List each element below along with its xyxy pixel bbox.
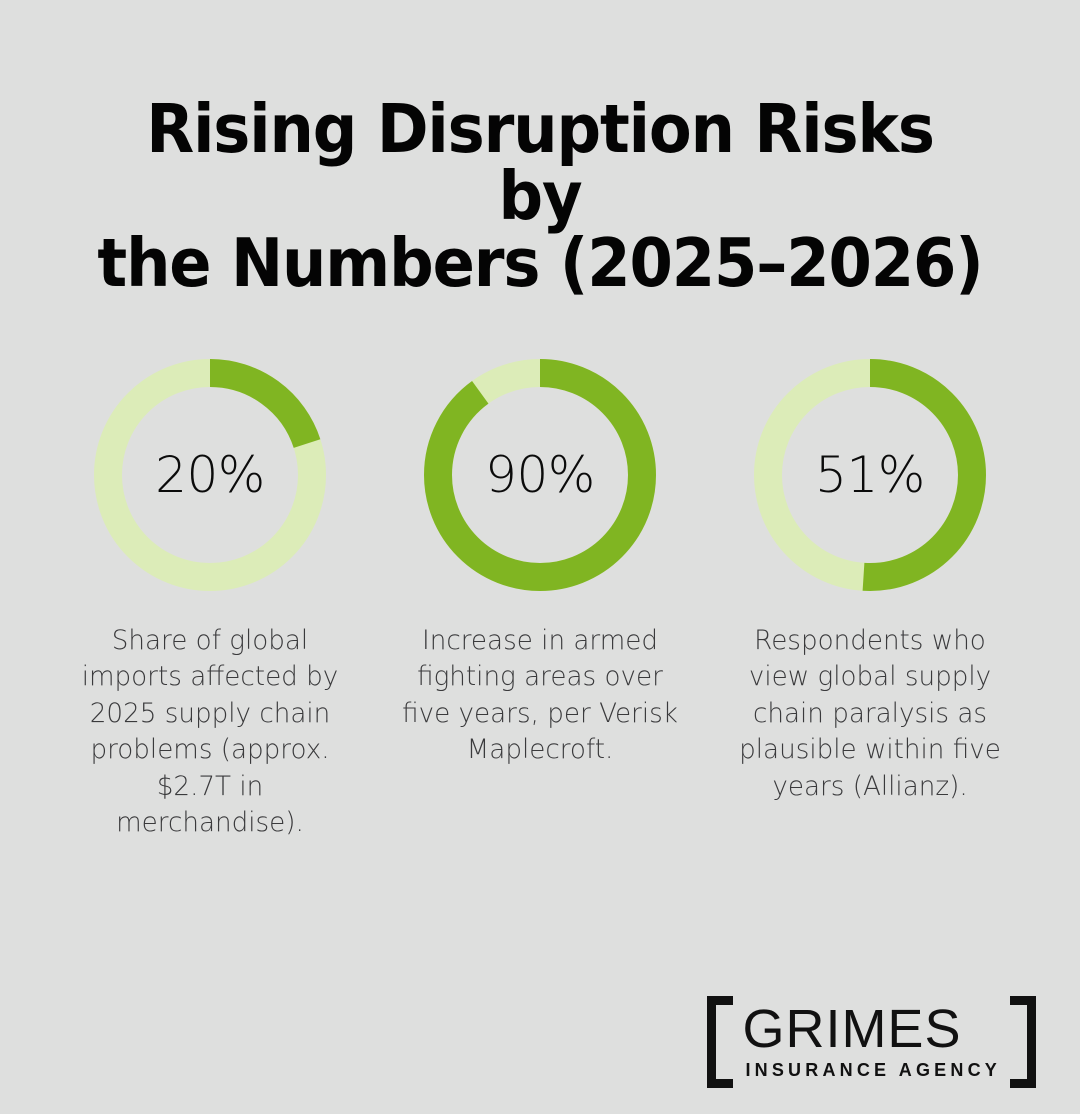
- stats-row: 20% Share of global imports affected by …: [0, 297, 1080, 842]
- stat-caption-2: Increase in armed fighting areas over fi…: [402, 625, 678, 766]
- logo-tagline: INSURANCE AGENCY: [745, 1060, 1001, 1081]
- donut-svg-1: [94, 359, 326, 591]
- donut-fill-2: [424, 359, 656, 591]
- logo-name: GRIMES: [742, 998, 962, 1059]
- donut-value-2: 90%: [485, 446, 595, 504]
- stat-caption-3: Respondents who view global supply chain…: [739, 625, 1001, 802]
- logo-bracket-left-icon: [707, 996, 734, 1088]
- donut-svg-2: [424, 359, 656, 591]
- title-block: Rising Disruption Risks by the Numbers (…: [0, 0, 1080, 297]
- donut-chart-1: 20%: [94, 359, 326, 591]
- brand-logo: GRIMES INSURANCE AGENCY: [707, 996, 1036, 1088]
- logo-text-group: GRIMES INSURANCE AGENCY: [733, 996, 1010, 1088]
- donut-chart-3: 51%: [754, 359, 986, 591]
- donut-fill-1: [94, 359, 326, 591]
- donut-value-3: 51%: [815, 446, 925, 504]
- logo-bracket-right-icon: [1010, 996, 1036, 1088]
- stat-card-1: 20% Share of global imports affected by …: [62, 359, 358, 842]
- stat-card-2: 90% Increase in armed fighting areas ove…: [392, 359, 688, 769]
- donut-fill-3: [754, 359, 986, 591]
- page-title: Rising Disruption Risks by the Numbers (…: [97, 90, 983, 302]
- stat-caption-1: Share of global imports affected by 2025…: [81, 625, 339, 839]
- donut-value-1: 20%: [155, 446, 265, 504]
- donut-chart-2: 90%: [424, 359, 656, 591]
- stat-card-3: 51% Respondents who view global supply c…: [722, 359, 1018, 805]
- donut-svg-3: [754, 359, 986, 591]
